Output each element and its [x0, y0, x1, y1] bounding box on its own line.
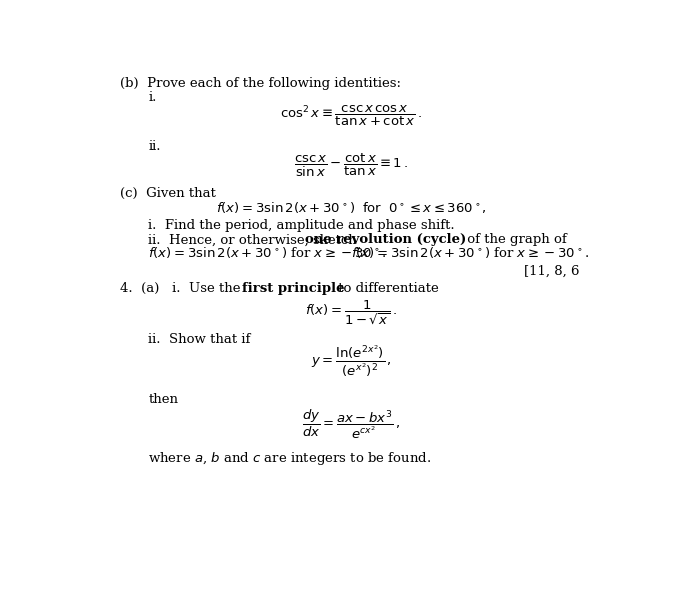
Text: of the graph of: of the graph of	[462, 233, 566, 246]
Text: then: then	[148, 393, 178, 406]
Text: $f(x) = 3\sin 2(x + 30^\circ)$ for $x \geq -30^\circ$.: $f(x) = 3\sin 2(x + 30^\circ)$ for $x \g…	[148, 245, 386, 260]
Text: $f(x) = 3\sin 2(x + 30^\circ)\;\text{ for }\;0^\circ \leq x \leq 360^\circ,$: $f(x) = 3\sin 2(x + 30^\circ)\;\text{ fo…	[216, 200, 486, 215]
Text: $y = \dfrac{\ln(e^{2x^2})}{(e^{x^2})^2}\,,$: $y = \dfrac{\ln(e^{2x^2})}{(e^{x^2})^2}\…	[311, 343, 391, 379]
Text: $\dfrac{dy}{dx} = \dfrac{ax - bx^3}{e^{cx^2}}\,,$: $\dfrac{dy}{dx} = \dfrac{ax - bx^3}{e^{c…	[302, 407, 400, 441]
Text: (c)  Given that: (c) Given that	[120, 187, 216, 200]
Text: i.  Find the period, amplitude and phase shift.: i. Find the period, amplitude and phase …	[148, 219, 455, 233]
Text: $f(x) = 3\sin 2(x + 30^\circ)$ for $x \geq -30^\circ$.: $f(x) = 3\sin 2(x + 30^\circ)$ for $x \g…	[351, 245, 589, 260]
Text: (b)  Prove each of the following identities:: (b) Prove each of the following identiti…	[120, 77, 401, 90]
Text: ii.: ii.	[148, 140, 161, 153]
Text: ii.  Hence, or otherwise, sketch: ii. Hence, or otherwise, sketch	[148, 233, 361, 246]
Text: $f(x) = \dfrac{1}{1 - \sqrt{x}}\,.$: $f(x) = \dfrac{1}{1 - \sqrt{x}}\,.$	[305, 298, 397, 326]
Text: ii.  Show that if: ii. Show that if	[148, 333, 251, 346]
Text: $\cos^2 x \equiv \dfrac{\csc x\,\cos x}{\tan x + \cot x}\,.$: $\cos^2 x \equiv \dfrac{\csc x\,\cos x}{…	[280, 104, 422, 128]
Text: one revolution (cycle): one revolution (cycle)	[305, 233, 466, 246]
Text: $\dfrac{\csc x}{\sin x} - \dfrac{\cot x}{\tan x} \equiv 1\,.$: $\dfrac{\csc x}{\sin x} - \dfrac{\cot x}…	[294, 151, 408, 179]
Text: first principle: first principle	[242, 282, 344, 296]
Text: i.: i.	[148, 91, 157, 104]
Text: 4.  (a)   i.  Use the: 4. (a) i. Use the	[120, 282, 245, 296]
Text: [11, 8, 6: [11, 8, 6	[524, 265, 580, 278]
Text: where $a$, $b$ and $c$ are integers to be found.: where $a$, $b$ and $c$ are integers to b…	[148, 450, 432, 467]
Text: to differentiate: to differentiate	[334, 282, 438, 296]
